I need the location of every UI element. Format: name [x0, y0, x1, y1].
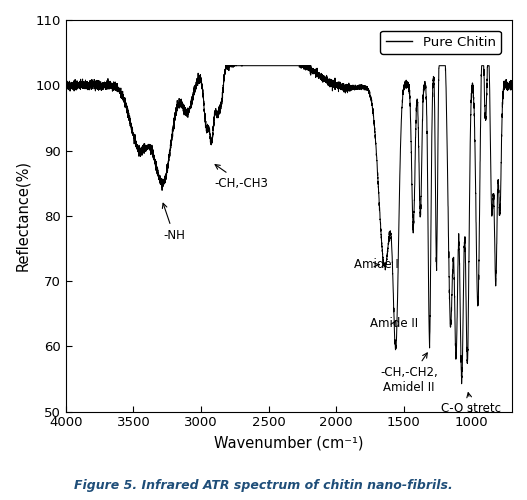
Legend: Pure Chitin: Pure Chitin [380, 30, 501, 54]
Text: -NH: -NH [162, 204, 185, 242]
Text: -CH,-CH2,
Amidel II: -CH,-CH2, Amidel II [380, 353, 438, 394]
Text: Amide II: Amide II [370, 317, 418, 330]
Text: Figure 5. Infrared ATR spectrum of chitin nano-fibrils.: Figure 5. Infrared ATR spectrum of chiti… [74, 480, 453, 492]
X-axis label: Wavenumber (cm⁻¹): Wavenumber (cm⁻¹) [214, 435, 364, 450]
Text: C-O stretc: C-O stretc [442, 392, 501, 415]
Text: -CH,-CH3: -CH,-CH3 [214, 164, 269, 190]
Text: Amide I: Amide I [354, 258, 398, 271]
Y-axis label: Reflectance(%): Reflectance(%) [15, 160, 30, 272]
